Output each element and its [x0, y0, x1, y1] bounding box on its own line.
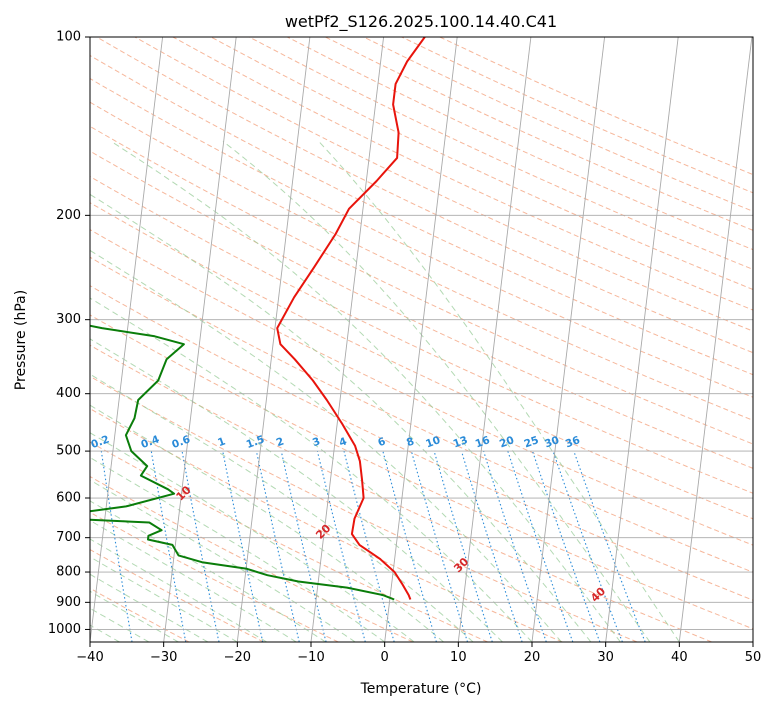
x-tick-label: 20	[524, 650, 541, 665]
x-tick-label: −20	[224, 650, 251, 665]
y-tick-label: 100	[56, 30, 81, 45]
y-tick-label: 400	[56, 386, 81, 401]
x-tick-label: 0	[381, 650, 389, 665]
x-tick-label: 30	[597, 650, 614, 665]
y-tick-label: 800	[56, 565, 81, 580]
x-tick-label: 50	[745, 650, 762, 665]
chart-title: wetPf2_S126.2025.100.14.40.C41	[285, 12, 557, 32]
y-tick-label: 1000	[48, 622, 81, 637]
y-tick-label: 600	[56, 491, 81, 506]
y-tick-label: 900	[56, 595, 81, 610]
y-tick-label: 500	[56, 444, 81, 459]
x-tick-label: −40	[76, 650, 103, 665]
x-tick-label: −30	[150, 650, 177, 665]
y-tick-label: 200	[56, 208, 81, 223]
y-tick-label: 700	[56, 530, 81, 545]
x-tick-label: −10	[297, 650, 324, 665]
x-axis-label: Temperature (°C)	[360, 681, 482, 697]
x-tick-label: 10	[450, 650, 467, 665]
y-axis-label: Pressure (hPa)	[13, 290, 29, 390]
y-tick-label: 300	[56, 312, 81, 327]
x-tick-label: 40	[671, 650, 688, 665]
